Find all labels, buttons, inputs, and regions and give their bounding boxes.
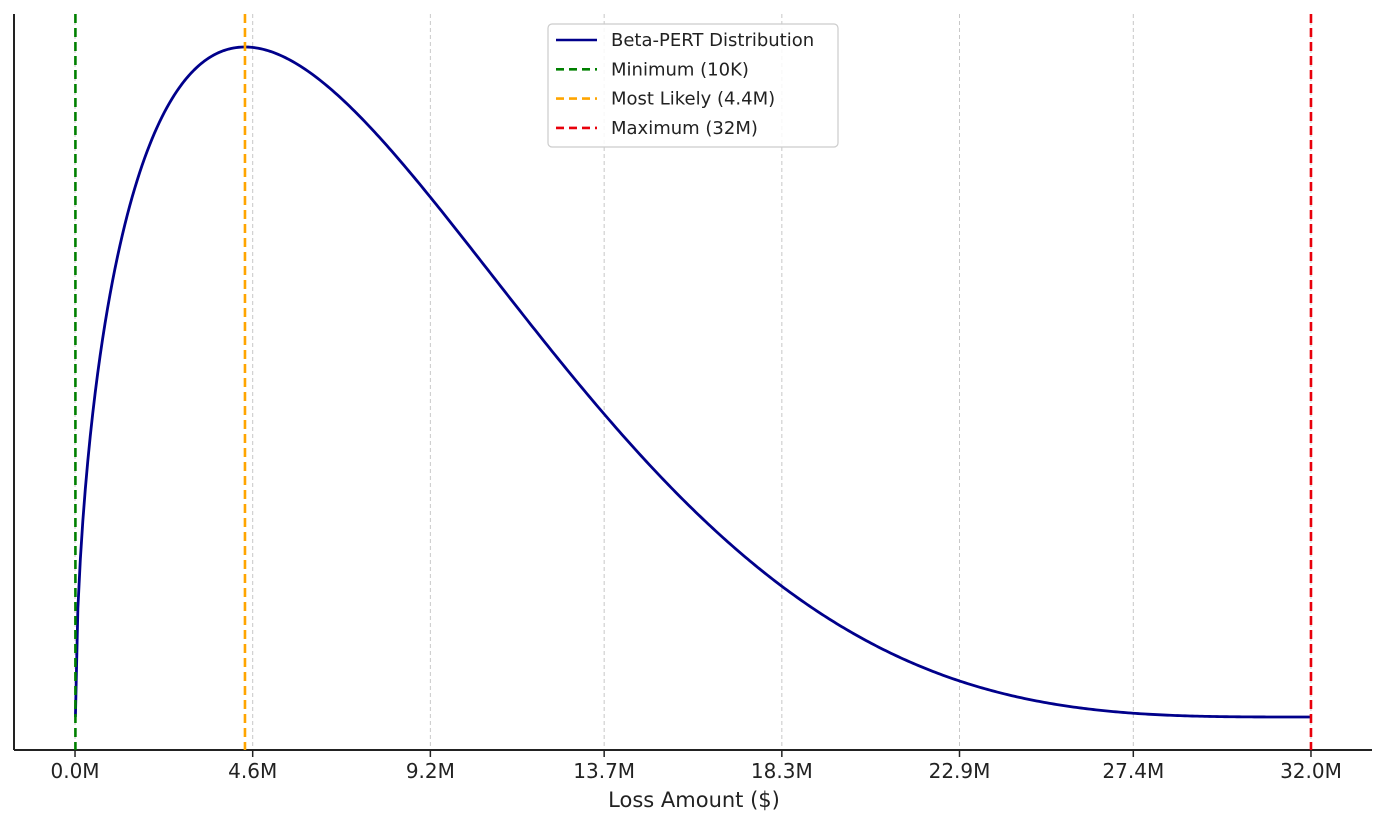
legend-box — [547, 23, 839, 148]
x-tick-label-27-4m: 27.4M — [1102, 759, 1164, 783]
x-tick-label-22-9m: 22.9M — [929, 759, 991, 783]
reference-lines — [74, 14, 1313, 750]
x-tick-label-13-7m: 13.7M — [573, 759, 635, 783]
x-tick-label-4-6m: 4.6M — [228, 759, 277, 783]
legend-label-beta-pert-distribution: Beta-PERT Distribution — [611, 30, 814, 51]
axes — [13, 14, 1372, 751]
x-tick-label-9-2m: 9.2M — [406, 759, 455, 783]
legend-label-most-likely-4-4m: Most Likely (4.4M) — [611, 89, 775, 110]
legend-label-maximum-32m: Maximum (32M) — [611, 118, 758, 139]
legend: Beta-PERT Distribution Minimum (10K) Most … — [547, 23, 839, 148]
x-tick-label-32-0m: 32.0M — [1280, 759, 1342, 783]
legend-label-minimum-10k: Minimum (10K) — [611, 59, 749, 80]
x-tick-label-0-0m: 0.0M — [50, 759, 99, 783]
x-tick-label-18-3m: 18.3M — [751, 759, 813, 783]
series-layer — [74, 45, 1311, 719]
x-axis-ticks: 0.0M 4.6M 9.2M 13.7M 18.3M 22.9M 27.4M 32.0M — [50, 750, 1342, 783]
series-line-beta-pert-distribution — [74, 45, 1311, 719]
x-axis-label: Loss Amount ($) — [608, 788, 780, 812]
